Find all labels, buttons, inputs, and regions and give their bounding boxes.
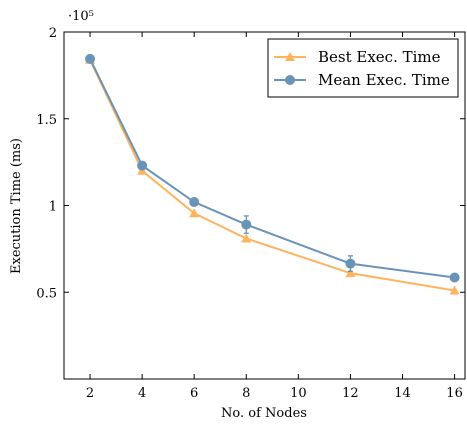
- x-tick-label: 8: [242, 386, 250, 401]
- x-tick-label: 4: [138, 386, 146, 401]
- x-tick-label: 10: [290, 386, 307, 401]
- data-point: [85, 53, 96, 64]
- legend-label-mean: Mean Exec. Time: [318, 71, 450, 89]
- y-tick-label: 1.5: [36, 113, 57, 128]
- legend-label-best: Best Exec. Time: [318, 48, 441, 66]
- y-axis-label: Execution Time (ms): [9, 138, 24, 274]
- data-point: [449, 272, 460, 283]
- data-point: [241, 219, 252, 230]
- legend-box: [267, 38, 459, 98]
- y-multiplier-label: ·10⁵: [68, 9, 94, 24]
- data-point: [345, 268, 356, 278]
- x-axis-label: No. of Nodes: [221, 406, 307, 421]
- y-tick-label: 0.5: [36, 286, 57, 301]
- series-layer: [85, 53, 460, 295]
- legend-marker-mean: [285, 75, 295, 85]
- data-point: [449, 285, 460, 295]
- legend-marker-best: [285, 52, 295, 61]
- x-tick-label: 12: [342, 386, 359, 401]
- y-tick-label: 2: [49, 26, 57, 41]
- x-tick-label: 14: [394, 386, 411, 401]
- x-tick-label: 6: [190, 386, 198, 401]
- series-line: [89, 59, 455, 292]
- series-line: [89, 58, 455, 279]
- series-1: [85, 53, 460, 283]
- axis-ticks: 2 4 6 8 10 12 14 16 0.5 1 1.5 2: [36, 26, 465, 401]
- y-tick-label: 1: [49, 200, 57, 215]
- data-point: [137, 160, 148, 171]
- x-tick-label: 16: [446, 386, 463, 401]
- legend: Best Exec. Time Mean Exec. Time: [267, 38, 459, 98]
- data-point: [189, 208, 200, 218]
- x-tick-label: 2: [86, 386, 94, 401]
- data-point: [189, 197, 200, 208]
- data-point: [241, 233, 252, 243]
- data-point: [345, 258, 356, 269]
